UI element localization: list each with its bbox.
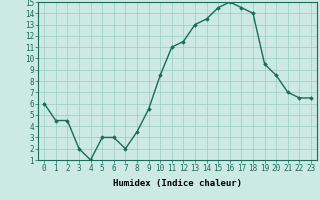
X-axis label: Humidex (Indice chaleur): Humidex (Indice chaleur) xyxy=(113,179,242,188)
